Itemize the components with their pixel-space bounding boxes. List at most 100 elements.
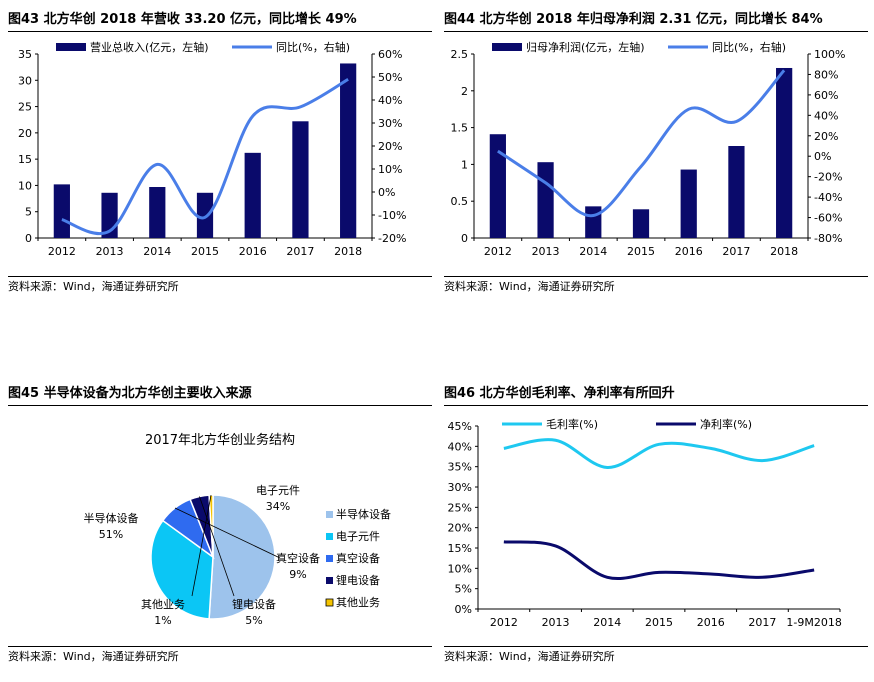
fig43-right-tick-label: 10% xyxy=(378,163,402,176)
fig46-legend-label: 毛利率(%) xyxy=(546,417,598,431)
fig44-x-tick-label: 2016 xyxy=(675,245,703,258)
fig43-left-tick-label: 30 xyxy=(18,74,32,87)
fig44-x-tick-label: 2015 xyxy=(627,245,655,258)
fig43-x-tick-label: 2017 xyxy=(286,245,314,258)
fig44-right-tick-label: 80% xyxy=(814,68,838,81)
fig44-bar xyxy=(680,169,697,238)
fig46-y-tick-label: 10% xyxy=(448,562,472,575)
fig43-legend-line-label: 同比(%，右轴) xyxy=(276,40,350,54)
fig43-x-tick-label: 2016 xyxy=(239,245,267,258)
fig43-right-tick-label: 60% xyxy=(378,48,402,61)
fig46-legend-label: 净利率(%) xyxy=(700,417,752,431)
fig44-right-tick-label: 0% xyxy=(814,150,831,163)
fig44-left-tick-label: 2.5 xyxy=(451,48,469,61)
figure-46-source: 资料来源：Wind，海通证券研究所 xyxy=(444,646,868,666)
fig44-x-tick-label: 2017 xyxy=(722,245,750,258)
fig45-legend-swatch xyxy=(326,511,333,518)
fig45-leader-line xyxy=(191,494,212,597)
fig44-bar xyxy=(585,206,602,238)
fig44-legend-bar-swatch xyxy=(492,43,522,51)
figure-45-source: 资料来源：Wind，海通证券研究所 xyxy=(8,646,432,666)
fig43-bar xyxy=(149,187,166,238)
figure-44-title: 图44 北方华创 2018 年归母净利润 2.31 亿元，同比增长 84% xyxy=(444,8,868,32)
fig44-right-tick-label: 40% xyxy=(814,109,838,122)
fig44-right-tick-label: -80% xyxy=(814,232,842,245)
figure-45-panel: 图45 半导体设备为北方华创主要收入来源 2017年北方华创业务结构 半导体设备 5… xyxy=(8,382,432,678)
fig46-y-tick-label: 30% xyxy=(448,481,472,494)
fig46-x-tick-label: 2014 xyxy=(593,616,621,629)
fig45-legend-swatch xyxy=(325,598,334,607)
fig45-pie-slice xyxy=(208,494,214,558)
fig43-right-tick-label: -20% xyxy=(378,232,406,245)
fig44-left-tick-label: 1 xyxy=(461,158,468,171)
figure-43-panel: 图43 北方华创 2018 年营收 33.20 亿元，同比增长 49% 0 5 10… xyxy=(8,8,432,298)
fig45-legend-label: 半导体设备 xyxy=(336,507,391,521)
fig44-x-tick-label: 2013 xyxy=(532,245,560,258)
fig46-y-tick-label: 25% xyxy=(448,501,472,514)
figure-46-chart: 0% 5% 10% 15% 20% 25% 30% 35% 40% 45% 2012 2013 2014… xyxy=(448,417,842,629)
fig46-y-tick-label: 45% xyxy=(448,420,472,433)
fig44-bar xyxy=(728,146,745,238)
fig43-bar xyxy=(196,192,214,238)
fig43-bar xyxy=(340,63,357,238)
fig45-legend-label: 其他业务 xyxy=(336,596,380,609)
fig43-left-tick-label: 15 xyxy=(18,153,32,166)
fig43-left-tick-label: 20 xyxy=(18,127,32,140)
fig46-series-line xyxy=(503,540,815,580)
fig43-right-tick-label: -10% xyxy=(378,209,406,222)
fig46-x-tick-label: 2012 xyxy=(490,616,518,629)
fig45-legend-label: 电子元件 xyxy=(336,530,380,543)
fig45-legend-label: 锂电设备 xyxy=(336,573,380,587)
fig45-legend-label: 真空设备 xyxy=(336,551,380,565)
fig44-yoy-line xyxy=(497,69,786,218)
fig46-y-tick-label: 40% xyxy=(448,440,472,453)
fig45-pie-label-name: 半导体设备 xyxy=(84,511,139,525)
fig45-pie-label-name: 真空设备 xyxy=(276,551,320,565)
fig44-right-tick-label: 60% xyxy=(814,89,838,102)
fig45-pie-slice xyxy=(150,519,214,620)
fig43-left-tick-label: 0 xyxy=(25,232,32,245)
fig43-right-tick-label: 50% xyxy=(378,71,402,84)
fig44-left-tick-label: 0 xyxy=(461,232,468,245)
fig44-legend-bar-label: 归母净利润(亿元，左轴) xyxy=(526,40,645,54)
fig45-leader-line xyxy=(174,507,281,559)
figure-43-chart: 0 5 10 15 20 25 30 35 -20% -10% 0% 10% 20% 30% 40% 50% 6… xyxy=(18,40,406,258)
fig45-legend-swatch xyxy=(326,533,333,540)
fig44-x-tick-label: 2018 xyxy=(770,245,798,258)
figure-46-panel: 图46 北方华创毛利率、净利率有所回升 0% 5% 10% 15% 20% 25% 30% 3… xyxy=(444,382,868,678)
fig44-bar xyxy=(632,209,650,238)
fig43-yoy-line xyxy=(61,78,349,235)
fig44-left-tick-label: 2 xyxy=(461,85,468,98)
fig44-bar xyxy=(489,134,506,238)
fig44-x-tick-label: 2014 xyxy=(579,245,607,258)
fig43-legend-bar-label: 营业总收入(亿元，左轴) xyxy=(90,40,209,54)
fig43-bar xyxy=(244,152,261,238)
fig46-x-tick-label: 2017 xyxy=(748,616,776,629)
fig45-pie-label-value: 5% xyxy=(245,614,262,627)
fig43-right-tick-label: 0% xyxy=(378,186,395,199)
fig46-x-tick-label: 1-9M2018 xyxy=(786,616,841,629)
fig45-pie-label-name: 电子元件 xyxy=(256,484,300,497)
figure-43-source: 资料来源：Wind，海通证券研究所 xyxy=(8,276,432,296)
fig43-left-tick-label: 35 xyxy=(18,48,32,61)
fig45-legend-swatch xyxy=(326,577,333,584)
fig46-x-tick-label: 2013 xyxy=(542,616,570,629)
fig46-y-tick-label: 35% xyxy=(448,461,472,474)
fig45-leader-line xyxy=(199,496,235,597)
fig43-x-tick-label: 2014 xyxy=(143,245,171,258)
figure-43-title: 图43 北方华创 2018 年营收 33.20 亿元，同比增长 49% xyxy=(8,8,432,32)
fig46-x-tick-label: 2016 xyxy=(697,616,725,629)
fig43-left-tick-label: 5 xyxy=(25,206,32,219)
fig46-y-tick-label: 0% xyxy=(455,603,472,616)
fig44-bar xyxy=(537,162,554,238)
fig44-bar xyxy=(776,67,793,238)
fig45-pie-label-name: 锂电设备 xyxy=(232,597,276,611)
fig44-right-tick-label: 20% xyxy=(814,130,838,143)
figure-44-panel: 图44 北方华创 2018 年归母净利润 2.31 亿元，同比增长 84% 0 0… xyxy=(444,8,868,298)
fig45-pie-label-value: 51% xyxy=(99,528,123,541)
fig45-pie-label-value: 1% xyxy=(154,614,171,627)
fig44-right-tick-label: -20% xyxy=(814,171,842,184)
figure-44-source: 资料来源：Wind，海通证券研究所 xyxy=(444,276,868,296)
fig44-left-tick-label: 1.5 xyxy=(451,122,469,135)
